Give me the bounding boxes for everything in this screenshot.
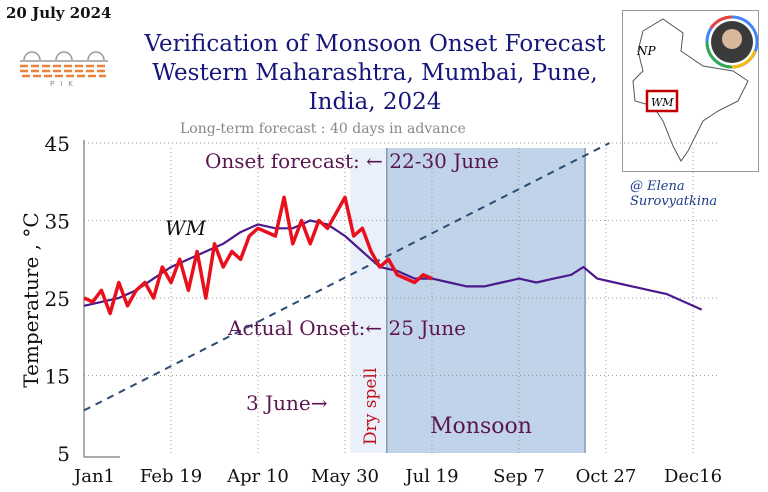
y-tick-label: 35: [45, 210, 70, 234]
monsoon-label: Monsoon: [430, 414, 532, 439]
map-label-np: NP: [636, 44, 657, 58]
wm-highlight-box: [645, 89, 679, 113]
observed-series-line: [83, 195, 433, 316]
author-credit: @ Elena Surovyatkina: [630, 179, 718, 209]
dry-spell-region: [350, 148, 387, 453]
onset-forecast-annotation: Onset forecast: ← 22-30 June: [205, 149, 499, 173]
x-tick-label: May 30: [311, 466, 379, 487]
title-line-1: Verification of Monsoon Onset Forecast: [144, 31, 606, 57]
actual-onset-annotation: Actual Onset:← 25 June: [227, 316, 466, 340]
x-tick-label: Apr 10: [226, 466, 289, 487]
dry-start-annotation: 3 June→: [246, 391, 328, 415]
monsoon-region: [386, 148, 586, 453]
chart-title: Verification of Monsoon Onset Forecast W…: [120, 30, 630, 117]
india-map: NP WM: [622, 10, 759, 172]
logo-text: PIK: [50, 80, 79, 88]
date-label: 20 July 2024: [6, 4, 112, 22]
subtitle: Long-term forecast : 40 days in advance: [180, 121, 466, 137]
x-tick-label: Jan1: [72, 466, 115, 487]
dry-spell-label: Dry spell: [361, 368, 381, 445]
region-label: WM: [165, 216, 207, 240]
pik-logo: [18, 42, 110, 92]
y-tick-label: 5: [57, 442, 70, 466]
x-tick-label: Feb 19: [140, 466, 202, 487]
y-tick-label: 15: [45, 365, 70, 389]
x-tick-label: Dec16: [664, 466, 722, 487]
title-line-3: India, 2024: [308, 89, 442, 115]
forecast-series-line: [83, 219, 703, 311]
x-tick-label: Jul 19: [403, 466, 458, 487]
title-line-2: Western Maharashtra, Mumbai, Pune,: [152, 60, 598, 86]
y-axis-label: Temperature , °C: [19, 212, 43, 387]
map-label-wm: WM: [651, 96, 674, 109]
x-tick-label: Oct 27: [576, 466, 637, 487]
x-tick-label: Sep 7: [493, 466, 545, 487]
y-tick-label: 25: [45, 287, 70, 311]
y-tick-label: 45: [45, 132, 70, 156]
